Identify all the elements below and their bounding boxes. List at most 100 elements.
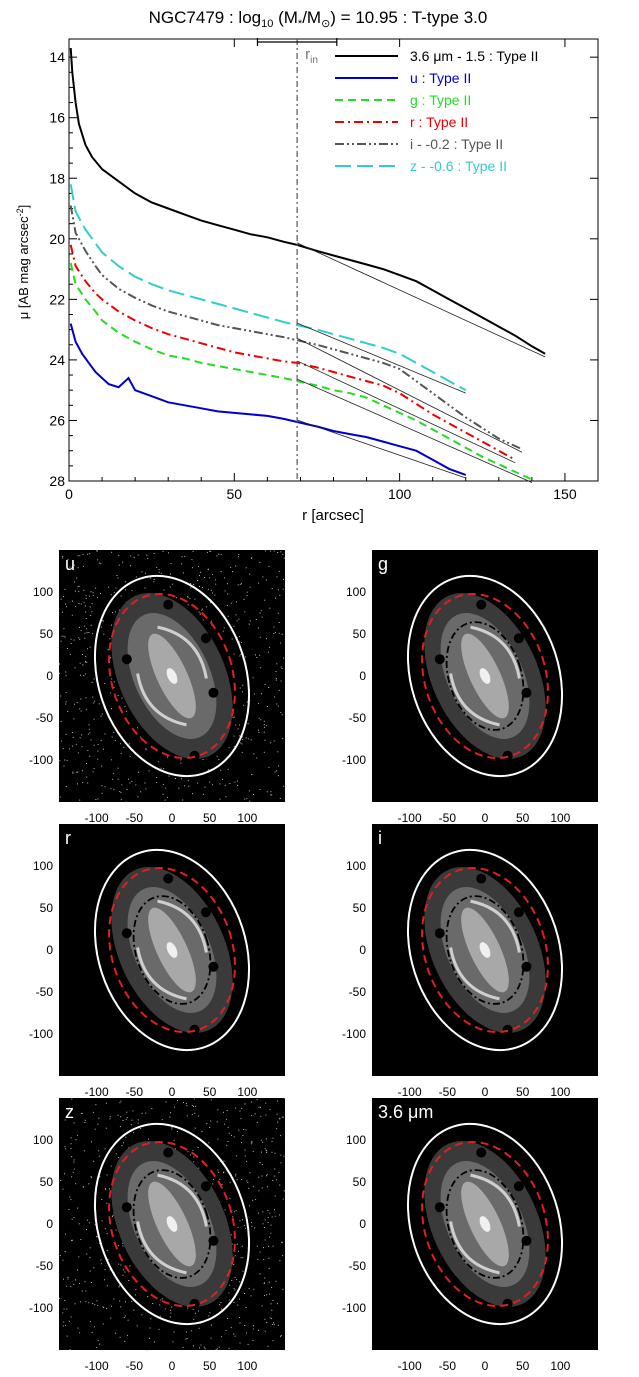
noise-dot bbox=[256, 1099, 258, 1101]
outer-ellipse bbox=[93, 1122, 251, 1326]
noise-dot bbox=[250, 1143, 252, 1145]
noise-dot bbox=[163, 768, 165, 770]
noise-dot bbox=[79, 662, 81, 664]
noise-dot bbox=[66, 648, 68, 649]
noise-dot bbox=[280, 712, 282, 714]
noise-dot bbox=[89, 553, 91, 555]
panel-x-tick-label: 0 bbox=[169, 1359, 176, 1373]
noise-dot bbox=[113, 1271, 115, 1273]
legend-label: z - -0.6 : Type II bbox=[410, 158, 507, 174]
noise-dot bbox=[220, 769, 222, 771]
noise-dot bbox=[71, 1176, 73, 1178]
noise-dot bbox=[227, 1126, 229, 1128]
noise-dot bbox=[59, 796, 61, 798]
noise-dot bbox=[96, 1347, 98, 1348]
noise-dot bbox=[223, 627, 225, 629]
noise-dot bbox=[198, 611, 200, 613]
noise-dot bbox=[61, 635, 63, 637]
noise-dot bbox=[266, 1322, 268, 1323]
noise-dot bbox=[187, 604, 189, 606]
noise-dot bbox=[255, 654, 256, 656]
inner-ellipse bbox=[132, 1169, 212, 1279]
noise-dot bbox=[98, 1150, 100, 1152]
noise-dot bbox=[249, 586, 251, 588]
noise-dot bbox=[147, 1296, 149, 1298]
panel-y-tick-label: 50 bbox=[353, 1175, 367, 1189]
noise-dot bbox=[181, 556, 183, 558]
noise-dot bbox=[269, 1108, 271, 1110]
fit-line bbox=[296, 242, 546, 358]
panel-x-tick-label: -50 bbox=[126, 1359, 144, 1373]
noise-dot bbox=[74, 667, 76, 669]
noise-dot bbox=[122, 1269, 124, 1271]
panel-x-tick-label: 0 bbox=[482, 1359, 489, 1373]
panel-x-tick-label: -100 bbox=[398, 1085, 422, 1099]
noise-dot bbox=[271, 1140, 273, 1142]
noise-dot bbox=[110, 1317, 112, 1319]
noise-dot bbox=[75, 1279, 76, 1281]
noise-dot bbox=[89, 1321, 91, 1323]
noise-dot bbox=[186, 1331, 187, 1333]
noise-dot bbox=[85, 605, 86, 607]
noise-dot bbox=[247, 1182, 249, 1183]
noise-dot bbox=[110, 657, 112, 659]
noise-dot bbox=[137, 796, 139, 798]
noise-dot bbox=[283, 1155, 285, 1157]
noise-dot bbox=[237, 1304, 239, 1306]
noise-dot bbox=[76, 772, 78, 773]
masked-star bbox=[434, 1202, 445, 1213]
noise-dot bbox=[107, 1259, 109, 1261]
noise-dot bbox=[216, 555, 218, 557]
noise-dot bbox=[236, 1155, 238, 1157]
disc-break-ellipse bbox=[421, 1140, 549, 1308]
noise-dot bbox=[62, 557, 64, 559]
noise-dot bbox=[118, 564, 120, 566]
noise-dot bbox=[180, 759, 182, 761]
noise-dot bbox=[118, 554, 120, 556]
noise-dot bbox=[219, 783, 221, 785]
noise-dot bbox=[252, 1186, 254, 1188]
noise-dot bbox=[246, 1332, 248, 1334]
noise-dot bbox=[97, 744, 99, 746]
noise-dot bbox=[120, 1306, 122, 1308]
noise-dot bbox=[115, 1332, 116, 1334]
noise-dot bbox=[60, 721, 62, 722]
noise-dot bbox=[112, 612, 113, 614]
noise-dot bbox=[269, 1293, 271, 1295]
aperture-rings bbox=[93, 1122, 251, 1326]
noise-dot bbox=[164, 799, 166, 801]
noise-dot bbox=[264, 1239, 266, 1241]
noise-dot bbox=[88, 1222, 90, 1224]
noise-dot bbox=[106, 1202, 108, 1204]
noise-dot bbox=[85, 595, 87, 597]
noise-dot bbox=[263, 720, 265, 722]
noise-dot bbox=[250, 739, 252, 741]
noise-dot bbox=[242, 739, 244, 741]
noise-dot bbox=[85, 697, 87, 699]
noise-dot bbox=[102, 620, 104, 622]
noise-dot bbox=[91, 1141, 92, 1143]
noise-dot bbox=[97, 1123, 99, 1125]
noise-dot bbox=[182, 799, 184, 801]
noise-dot bbox=[265, 1138, 267, 1140]
noise-dot bbox=[59, 1255, 61, 1256]
noise-dot bbox=[135, 576, 137, 578]
noise-dot bbox=[263, 1247, 264, 1249]
noise-dot bbox=[172, 1341, 174, 1343]
noise-dot bbox=[281, 633, 283, 635]
noise-dot bbox=[267, 1210, 269, 1211]
noise-dot bbox=[277, 552, 279, 553]
panel-x-tick-label: 100 bbox=[550, 1359, 570, 1373]
noise-dot bbox=[233, 1302, 235, 1303]
noise-dot bbox=[233, 735, 235, 737]
noise-dot bbox=[80, 1301, 81, 1303]
noise-dot bbox=[210, 589, 212, 591]
noise-dot bbox=[115, 611, 116, 613]
noise-dot bbox=[176, 1131, 178, 1132]
noise-dot bbox=[282, 553, 284, 555]
y-tick-label: 20 bbox=[49, 231, 65, 247]
image-panel-3: r -100 -50 0 50 100 100 50 0 -50 -100 bbox=[29, 824, 285, 1099]
noise-dot bbox=[140, 791, 142, 793]
noise-dot bbox=[62, 1325, 64, 1327]
noise-dot bbox=[269, 607, 271, 609]
